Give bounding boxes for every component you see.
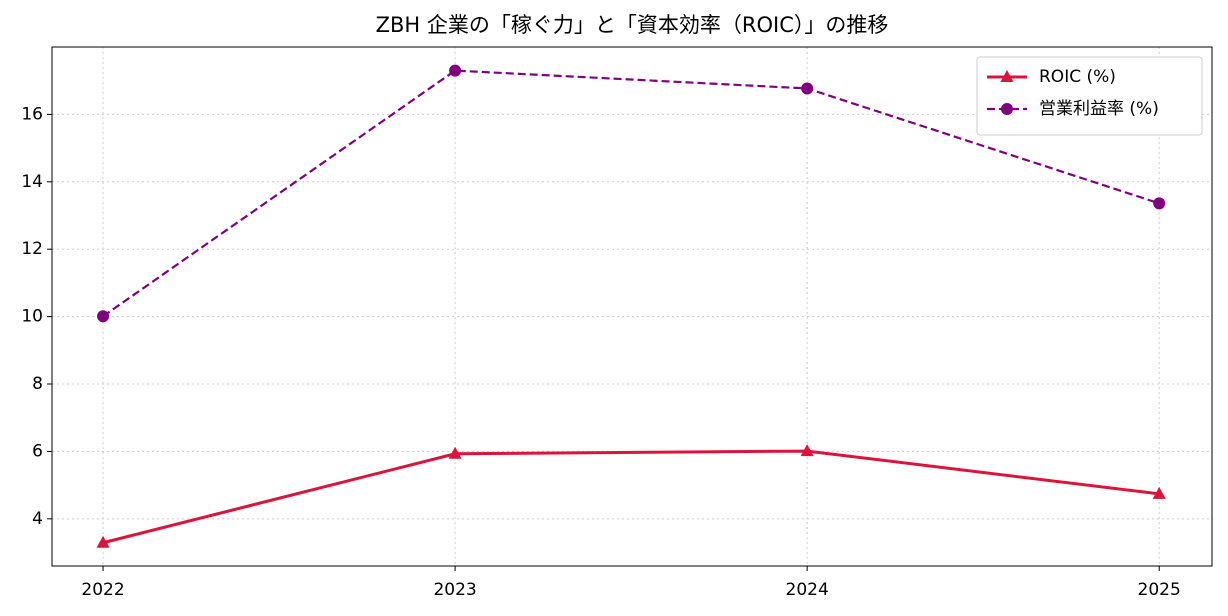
- x-tick-label: 2024: [786, 580, 829, 600]
- y-tick-label: 14: [21, 172, 43, 192]
- marker: [801, 82, 814, 95]
- marker: [449, 64, 462, 77]
- plot-frame: [51, 46, 1213, 567]
- legend-label: 営業利益率 (%): [1039, 99, 1159, 119]
- y-tick-label: 12: [21, 239, 43, 259]
- marker: [1000, 70, 1014, 82]
- y-tick-label: 16: [21, 104, 43, 124]
- legend-box: [976, 56, 1203, 136]
- chart-title: ZBH 企業の「稼ぐ力」と「資本効率（ROIC）」の推移: [376, 13, 889, 37]
- marker: [96, 535, 110, 548]
- legend: ROIC (%) 営業利益率 (%): [976, 56, 1203, 136]
- series-line: [102, 69, 1160, 318]
- series-line: [102, 449, 1160, 545]
- marker: [448, 446, 462, 459]
- y-tick-label: 6: [32, 441, 43, 461]
- marker: [1153, 197, 1166, 210]
- x-tick-label: 2025: [1138, 580, 1181, 600]
- x-tick-label: 2022: [81, 580, 124, 600]
- marker: [800, 444, 814, 457]
- y-tick-label: 10: [21, 307, 43, 327]
- y-tick-label: 8: [32, 374, 43, 394]
- marker: [97, 310, 110, 323]
- y-tick-label: 4: [32, 509, 43, 529]
- marker: [1152, 486, 1166, 499]
- legend-label: ROIC (%): [1039, 67, 1116, 87]
- marker: [1001, 103, 1013, 115]
- x-tick-label: 2023: [433, 580, 476, 600]
